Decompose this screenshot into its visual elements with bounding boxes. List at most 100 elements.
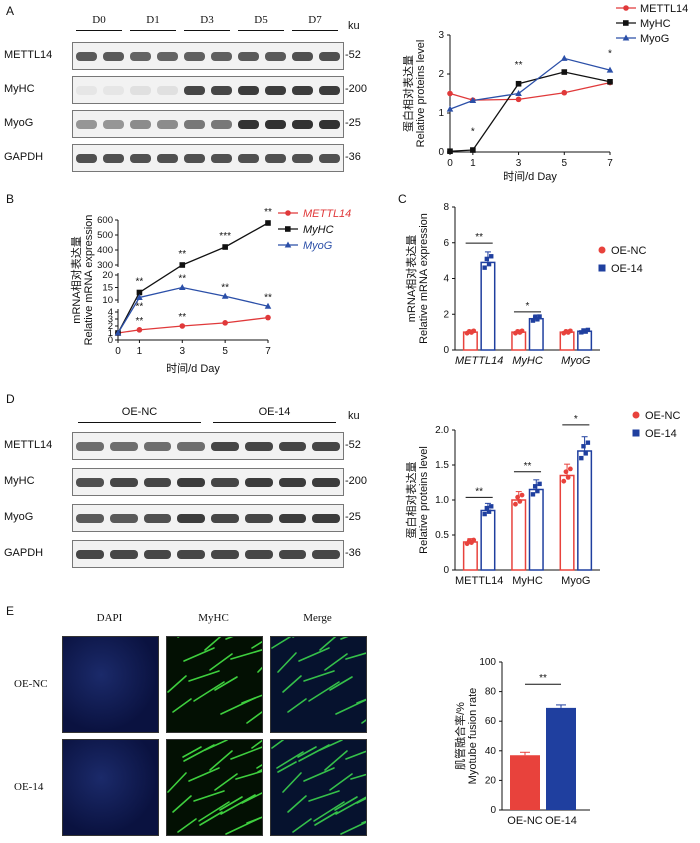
myotube — [198, 801, 230, 822]
legend-label: METTL14 — [640, 3, 688, 15]
panel-label-a: A — [6, 4, 15, 18]
myotube — [257, 768, 262, 773]
myotube — [182, 746, 202, 758]
myotube — [340, 637, 349, 640]
replicate-point — [482, 265, 487, 270]
group-underline — [78, 422, 201, 423]
significance-mark: * — [574, 414, 578, 425]
myotube — [329, 773, 353, 791]
day-label: D5 — [254, 14, 268, 26]
kd-marker: -25 — [345, 511, 361, 523]
myotube — [188, 670, 220, 682]
y-tick-label: 40 — [485, 746, 497, 757]
blot-band — [211, 120, 232, 129]
x-tick-label: 1 — [470, 158, 476, 169]
blot-band — [211, 550, 239, 559]
myotube — [298, 744, 330, 762]
blot-row-label: METTL14 — [4, 439, 53, 451]
data-point — [136, 289, 143, 296]
x-tick-label: 7 — [607, 158, 613, 169]
blot-band — [244, 550, 273, 559]
blot-band — [130, 86, 151, 95]
legend-label: OE-NC — [611, 245, 647, 257]
panel-label-e: E — [6, 604, 15, 618]
myotube — [220, 794, 256, 815]
blot-band — [109, 442, 138, 451]
blot-band — [292, 154, 313, 163]
myotube — [313, 801, 345, 822]
blot-band — [130, 52, 151, 61]
legend-label: MyoG — [303, 240, 333, 252]
data-point — [114, 329, 122, 336]
legend-marker — [622, 34, 630, 41]
x-tick-label: OE-NC — [507, 815, 543, 827]
myotube — [345, 750, 366, 760]
blot-band — [177, 442, 205, 451]
blot-band — [312, 550, 340, 559]
blot-row-label: MyoG — [4, 511, 34, 523]
y-axis-title-cn: mRNA相对表达量 — [404, 235, 418, 322]
y-tick-label: 4 — [108, 307, 113, 318]
data-point — [606, 66, 614, 73]
blot-band — [157, 154, 178, 163]
myotube — [183, 744, 215, 762]
y-tick-label: 0 — [443, 345, 449, 356]
myotube — [214, 773, 238, 791]
y-tick-label: 8 — [443, 202, 449, 213]
significance-mark: * — [471, 126, 475, 137]
blot-band — [211, 442, 239, 451]
y-tick-label: 2 — [108, 321, 113, 332]
y-tick-label: 0.5 — [435, 530, 449, 541]
y-tick-label: 20 — [485, 775, 497, 786]
data-point — [136, 327, 143, 333]
group-label: OE-14 — [258, 406, 291, 418]
y-tick-label: 1.5 — [435, 460, 449, 471]
micro-row-label: OE-NC — [14, 677, 48, 690]
x-tick-label: MyHC — [512, 575, 543, 587]
myotube — [340, 821, 366, 835]
x-tick-label: 1 — [137, 346, 143, 357]
legend-label: OE-14 — [645, 428, 677, 440]
blot-band — [76, 478, 104, 487]
myotube — [276, 751, 304, 769]
myotube — [219, 796, 243, 811]
replicate-point — [471, 328, 477, 334]
myotube — [209, 653, 233, 671]
blot-band — [244, 478, 273, 487]
kd-marker: -200 — [345, 83, 368, 95]
bar — [559, 474, 575, 571]
blot-band — [76, 514, 104, 523]
myotube — [246, 711, 262, 724]
x-axis-title: 时间/d Day — [503, 170, 557, 183]
replicate-point — [519, 328, 525, 334]
y-tick-label: 0 — [438, 147, 444, 158]
blot-band — [184, 120, 205, 129]
myotube — [225, 817, 261, 835]
replicate-point — [585, 327, 591, 333]
blot-band — [109, 550, 138, 559]
data-point — [265, 220, 271, 226]
blot-band — [312, 442, 340, 451]
blot-band — [265, 52, 286, 61]
chart-d-protein-bar: 0 0.5 1.0 1.5 2.0 蛋白相对表达量 Relative proteins le… — [404, 410, 681, 587]
bar — [528, 317, 544, 351]
myotube — [183, 647, 215, 662]
kd-marker: -52 — [345, 439, 361, 451]
blot-band — [177, 478, 205, 487]
significance-mark: ** — [136, 316, 144, 327]
myotube — [167, 675, 187, 693]
blot-band — [238, 120, 259, 129]
blot-band — [184, 154, 205, 163]
myotube — [241, 694, 262, 704]
significance-mark: ** — [178, 274, 186, 285]
legend-marker — [598, 246, 606, 254]
y-tick-label: 4 — [443, 274, 449, 285]
ku-label: ku — [348, 410, 360, 422]
myotube — [241, 792, 262, 804]
blot-band — [211, 86, 232, 95]
legend-marker — [632, 411, 640, 419]
legend-marker — [623, 5, 629, 11]
kd-marker: -200 — [345, 475, 368, 487]
panel-label-b: B — [6, 192, 15, 206]
